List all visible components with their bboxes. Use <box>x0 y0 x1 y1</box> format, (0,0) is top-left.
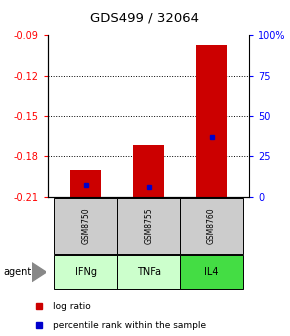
Text: log ratio: log ratio <box>53 302 90 311</box>
Bar <box>117 198 180 254</box>
Bar <box>133 145 164 197</box>
Polygon shape <box>32 263 46 282</box>
Text: IL4: IL4 <box>204 267 219 277</box>
Bar <box>54 255 117 289</box>
Bar <box>180 198 243 254</box>
Text: TNFa: TNFa <box>137 267 161 277</box>
Text: IFNg: IFNg <box>75 267 97 277</box>
Bar <box>70 170 102 197</box>
Bar <box>117 255 180 289</box>
Text: agent: agent <box>3 267 31 277</box>
Bar <box>54 198 117 254</box>
Text: GSM8755: GSM8755 <box>144 208 153 244</box>
Text: GDS499 / 32064: GDS499 / 32064 <box>90 12 200 25</box>
Bar <box>180 255 243 289</box>
Bar <box>196 45 227 197</box>
Text: GSM8750: GSM8750 <box>81 208 90 244</box>
Text: GSM8760: GSM8760 <box>207 208 216 244</box>
Text: percentile rank within the sample: percentile rank within the sample <box>53 321 206 330</box>
